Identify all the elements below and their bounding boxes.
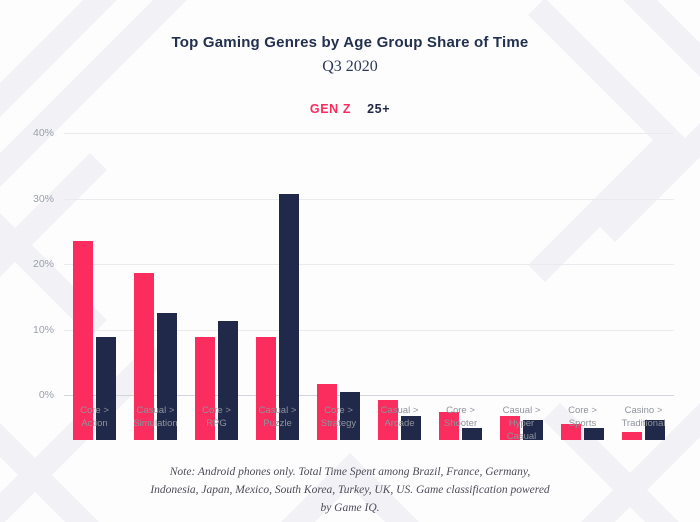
bar-group [491, 122, 552, 440]
bar-gen-z [134, 273, 154, 440]
bar-25- [584, 428, 604, 440]
bar-gen-z [73, 241, 93, 440]
bar-group [64, 122, 125, 440]
x-tick-label: Core > Strategy [320, 405, 357, 429]
gridline: 40% [33, 127, 674, 139]
gridline: 30% [33, 193, 674, 205]
legend-item-25-: 25+ [367, 102, 391, 116]
bar-25- [218, 320, 238, 440]
bar-group [430, 122, 491, 440]
bar-group [369, 122, 430, 440]
bar-25- [96, 336, 116, 440]
legend: GEN Z 25+ [0, 102, 700, 116]
x-tick-label: Core > Sports [568, 405, 597, 429]
bar-25- [523, 420, 543, 440]
bar-group [308, 122, 369, 440]
bar-group [186, 122, 247, 440]
bar-gen-z [439, 412, 459, 440]
bar-25- [401, 416, 421, 440]
bar-25- [157, 312, 177, 440]
bar-chart: 0% 10% 20% 30% 40% Core > Action Casual > Sim… [33, 122, 674, 443]
x-tick-label: Core > Action [80, 405, 109, 429]
bar-group [125, 122, 186, 440]
x-axis-labels: Core > Action Casual > Simulation Core > R… [64, 396, 674, 443]
source-note: Note: Android phones only. Total Time Sp… [150, 466, 550, 514]
x-tick-label: Casual > Simulation [133, 405, 178, 429]
bar-25- [340, 392, 360, 440]
legend-item-gen-z: GEN Z [309, 102, 352, 116]
chart-title: Top Gaming Genres by Age Group Share of … [171, 34, 529, 51]
gridline: 0% [39, 389, 674, 401]
gridline: 10% [33, 324, 674, 336]
y-tick-label: 10% [32, 323, 54, 336]
bar-group [552, 122, 613, 440]
bar-25- [279, 193, 299, 440]
plot-area: 0% 10% 20% 30% 40% [33, 127, 674, 401]
chart-subtitle: Q3 2020 [322, 58, 378, 75]
bar-gen-z [195, 336, 215, 440]
bar-group [613, 122, 674, 440]
bar-gen-z [500, 416, 520, 440]
bar-gen-z [561, 424, 581, 440]
chart-card: Top Gaming Genres by Age Group Share of … [0, 34, 700, 522]
x-tick-label: Core > Shooter [443, 405, 478, 429]
x-tick-label: Casual > Arcade [380, 405, 419, 429]
bars-row [64, 122, 674, 440]
bar-group [247, 122, 308, 440]
bar-25- [645, 420, 665, 440]
gridline: 20% [33, 258, 674, 270]
y-tick-label: 40% [32, 127, 54, 139]
bar-gen-z [378, 400, 398, 440]
x-tick-label: Casual > Hyper Casual [502, 405, 541, 442]
x-tick-label: Casual > Puzzle [258, 405, 297, 429]
x-tick-label: Casino > Traditional [621, 405, 666, 429]
y-tick-label: 0% [38, 389, 54, 401]
bar-gen-z [256, 336, 276, 440]
bar-25- [462, 428, 482, 440]
bar-gen-z [317, 384, 337, 440]
bar-gen-z [622, 432, 642, 440]
x-tick-label: Core > RPG [202, 405, 231, 429]
y-tick-label: 20% [32, 258, 54, 270]
y-tick-label: 30% [32, 192, 54, 205]
